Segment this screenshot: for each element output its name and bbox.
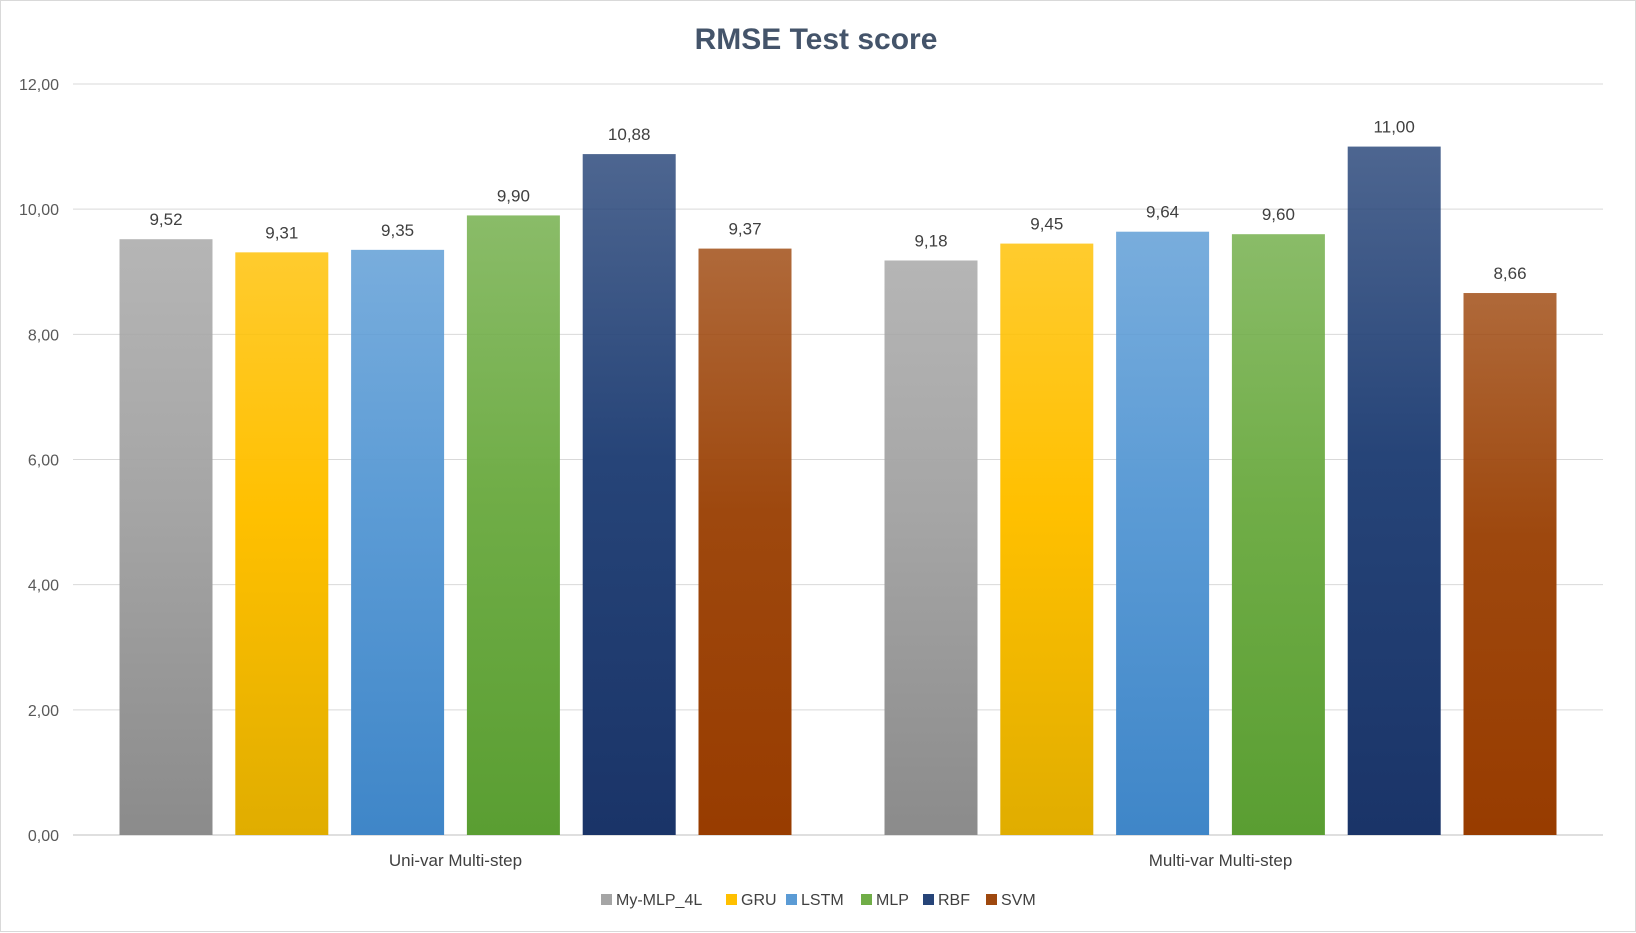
bar-svm-1 bbox=[698, 248, 792, 835]
bar-lstm-2 bbox=[1116, 231, 1210, 836]
legend-swatch bbox=[861, 894, 872, 905]
legend-swatch bbox=[786, 894, 797, 905]
bar-gru-1 bbox=[235, 252, 329, 835]
legend-label: GRU bbox=[741, 892, 777, 909]
data-label: 9,37 bbox=[728, 220, 761, 239]
bars bbox=[119, 146, 1557, 836]
legend-swatch bbox=[601, 894, 612, 905]
y-tick-label: 0,00 bbox=[28, 828, 59, 845]
data-label: 9,60 bbox=[1262, 205, 1295, 224]
bar-gru-2 bbox=[1000, 243, 1094, 835]
data-label: 11,00 bbox=[1374, 118, 1415, 137]
legend-item: LSTM bbox=[786, 892, 844, 909]
legend-label: RBF bbox=[938, 892, 970, 909]
legend-label: MLP bbox=[876, 892, 909, 909]
data-label: 8,66 bbox=[1493, 264, 1526, 283]
bar-rbf-1 bbox=[582, 154, 676, 836]
y-tick-label: 2,00 bbox=[28, 703, 59, 720]
data-labels: 9,52 9,31 9,35 9,90 10,88 9,37 9,18 9,45 9,64 9,6… bbox=[149, 118, 1526, 283]
data-label: 9,18 bbox=[914, 231, 947, 250]
legend-label: SVM bbox=[1001, 892, 1036, 909]
y-tick-label: 12,00 bbox=[19, 77, 59, 94]
legend-item: RBF bbox=[923, 892, 970, 909]
data-label: 9,52 bbox=[149, 210, 182, 229]
x-category-label: Uni-var Multi-step bbox=[389, 851, 522, 870]
bar-mlp-1 bbox=[466, 215, 560, 836]
legend-item: GRU bbox=[726, 892, 777, 909]
y-tick-label: 4,00 bbox=[28, 578, 59, 595]
y-tick-label: 10,00 bbox=[19, 202, 59, 219]
legend-swatch bbox=[726, 894, 737, 905]
legend-item: MLP bbox=[861, 892, 909, 909]
x-axis-category-labels: Uni-var Multi-step Multi-var Multi-step bbox=[389, 851, 1292, 870]
legend-item: SVM bbox=[986, 892, 1036, 909]
y-tick-label: 8,00 bbox=[28, 327, 59, 344]
legend: My-MLP_4L GRU LSTM MLP RBF SVM bbox=[601, 892, 1036, 909]
legend-item: My-MLP_4L bbox=[601, 892, 702, 909]
data-label: 9,45 bbox=[1030, 215, 1063, 234]
legend-label: LSTM bbox=[801, 892, 844, 909]
y-axis-tick-labels: 0,00 2,00 4,00 6,00 8,00 10,00 12,00 bbox=[19, 77, 59, 845]
bar-mlp-2 bbox=[1231, 234, 1325, 835]
bar-rbf-2 bbox=[1347, 146, 1441, 836]
bar-lstm-1 bbox=[351, 249, 445, 836]
data-label: 9,35 bbox=[381, 221, 414, 240]
data-label: 9,31 bbox=[265, 223, 298, 242]
legend-swatch bbox=[986, 894, 997, 905]
data-label: 9,90 bbox=[497, 186, 530, 205]
chart-title: RMSE Test score bbox=[695, 23, 938, 56]
x-category-label: Multi-var Multi-step bbox=[1149, 851, 1293, 870]
bar-my-mlp-4l-1 bbox=[119, 239, 213, 835]
data-label: 9,64 bbox=[1146, 203, 1179, 222]
legend-label: My-MLP_4L bbox=[616, 892, 702, 909]
legend-swatch bbox=[923, 894, 934, 905]
data-label: 10,88 bbox=[608, 125, 651, 144]
bar-svm-2 bbox=[1463, 293, 1557, 835]
y-tick-label: 6,00 bbox=[28, 453, 59, 470]
bar-my-mlp-4l-2 bbox=[884, 260, 978, 835]
